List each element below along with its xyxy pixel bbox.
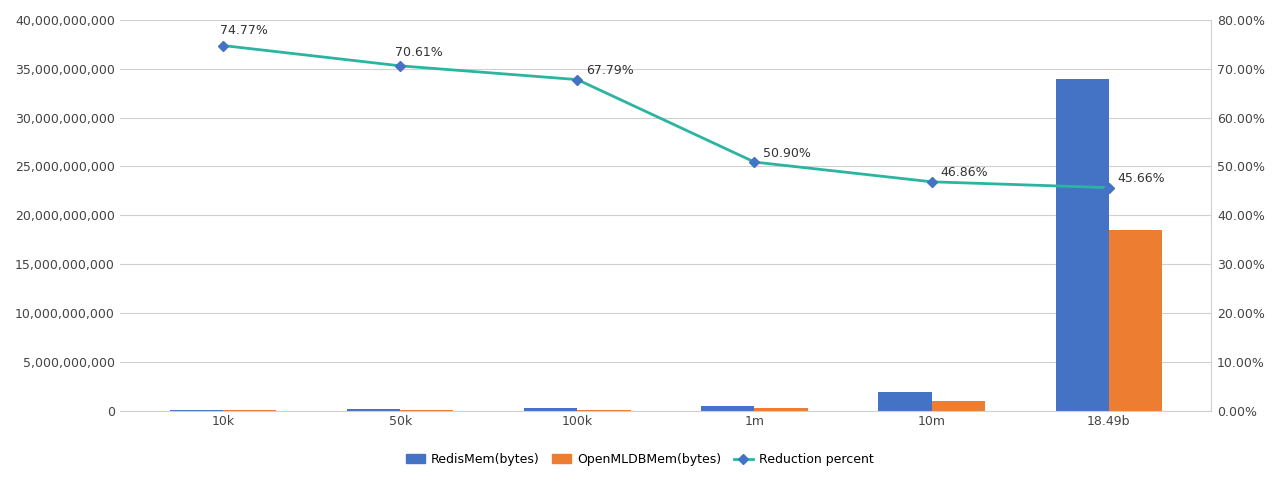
Bar	[525, 408, 577, 411]
Bar	[878, 392, 932, 411]
Reduction percent	[393, 63, 408, 69]
Bar	[170, 410, 223, 411]
Bar	[577, 410, 631, 411]
Bar	[347, 409, 401, 411]
Reduction percent	[746, 159, 762, 165]
Bar	[1056, 79, 1108, 411]
Text: 50.90%: 50.90%	[763, 147, 810, 160]
Bar	[1108, 230, 1162, 411]
Bar	[701, 406, 754, 411]
Text: 46.86%: 46.86%	[940, 166, 988, 179]
Bar	[932, 401, 984, 411]
Text: 45.66%: 45.66%	[1117, 172, 1165, 185]
Text: 67.79%: 67.79%	[586, 64, 634, 77]
Bar	[754, 408, 808, 411]
Text: 74.77%: 74.77%	[220, 25, 269, 38]
Line: Reduction percent: Reduction percent	[220, 42, 1112, 191]
Reduction percent	[1101, 185, 1116, 190]
Legend: RedisMem(bytes), OpenMLDBMem(bytes), Reduction percent: RedisMem(bytes), OpenMLDBMem(bytes), Red…	[401, 448, 879, 471]
Reduction percent	[215, 42, 230, 48]
Reduction percent	[924, 179, 940, 185]
Reduction percent	[570, 77, 585, 82]
Text: 70.61%: 70.61%	[394, 46, 443, 59]
